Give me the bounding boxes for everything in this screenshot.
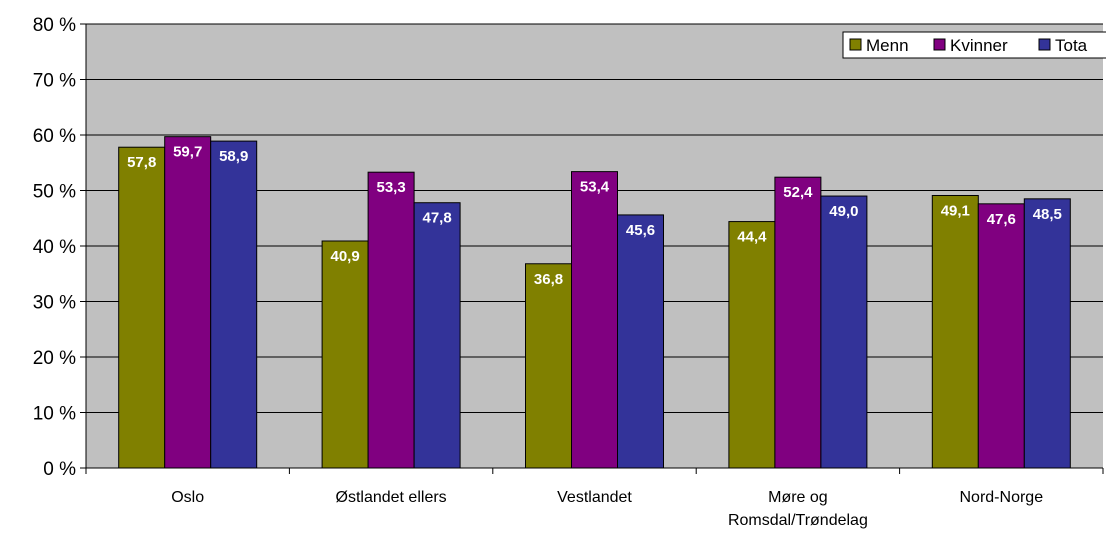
data-label: 49,1: [941, 202, 970, 219]
data-label: 44,4: [737, 229, 767, 246]
bar: [1023, 198, 1071, 469]
y-tick-label: 10 %: [33, 404, 76, 425]
data-label: 53,4: [580, 179, 610, 196]
legend-label: Tota: [1055, 36, 1088, 55]
y-tick-label: 0 %: [43, 459, 76, 480]
data-label: 48,5: [1033, 206, 1062, 223]
x-category-label: Østlandet ellers: [336, 489, 447, 506]
legend: Menn Kvinner Tota: [842, 31, 1106, 59]
bar: [367, 171, 415, 469]
x-category-label: Romsdal/Trøndelag: [728, 512, 868, 529]
data-label: 58,9: [219, 148, 248, 165]
bar: [617, 214, 664, 469]
legend-label: Menn: [866, 36, 909, 55]
bar: [728, 221, 776, 469]
y-tick-label: 70 %: [33, 71, 76, 92]
bar: [571, 171, 618, 469]
bar: [164, 136, 212, 469]
bar: [774, 176, 822, 469]
data-label: 47,8: [422, 210, 451, 227]
bar: [321, 240, 369, 469]
data-label: 49,0: [829, 203, 858, 220]
legend-swatch: [849, 38, 862, 51]
data-label: 59,7: [173, 144, 202, 161]
y-tick-label: 50 %: [33, 182, 76, 203]
data-label: 45,6: [626, 222, 655, 239]
bar: [525, 263, 572, 469]
y-tick-label: 80 %: [33, 15, 76, 36]
x-category-label: Nord-Norge: [960, 489, 1044, 506]
y-axis: 0 % 10 % 20 % 30 % 40 % 50 % 60 % 70 % 80 %: [33, 15, 87, 480]
y-tick-label: 40 %: [33, 237, 76, 258]
legend-label: Kvinner: [950, 36, 1008, 55]
y-tick-label: 60 %: [33, 126, 76, 147]
data-label: 57,8: [127, 154, 156, 171]
bars: 57,8 59,7 58,9 40,9 53,3 47,8 36,8 53,4 45,6 44,4…: [118, 136, 1071, 469]
data-label: 40,9: [330, 248, 359, 265]
bar: [820, 195, 868, 469]
bar: [977, 203, 1025, 469]
data-label: 52,4: [783, 184, 813, 201]
y-tick-label: 20 %: [33, 348, 76, 369]
bar: [413, 202, 461, 469]
x-axis: Oslo Østlandet ellers Vestlandet Møre og Rom…: [85, 467, 1104, 529]
data-label: 36,8: [534, 271, 563, 288]
y-tick-label: 30 %: [33, 293, 76, 314]
legend-box: [842, 31, 1106, 59]
legend-swatch: [1038, 38, 1051, 51]
bar: [118, 146, 166, 469]
bar: [931, 194, 979, 469]
bar: [210, 140, 258, 469]
data-label: 53,3: [376, 179, 405, 196]
x-category-label: Vestlandet: [557, 489, 632, 506]
x-category-label: Møre og: [768, 489, 828, 506]
data-label: 47,6: [987, 211, 1016, 228]
legend-swatch: [933, 38, 946, 51]
x-category-label: Oslo: [171, 489, 204, 506]
